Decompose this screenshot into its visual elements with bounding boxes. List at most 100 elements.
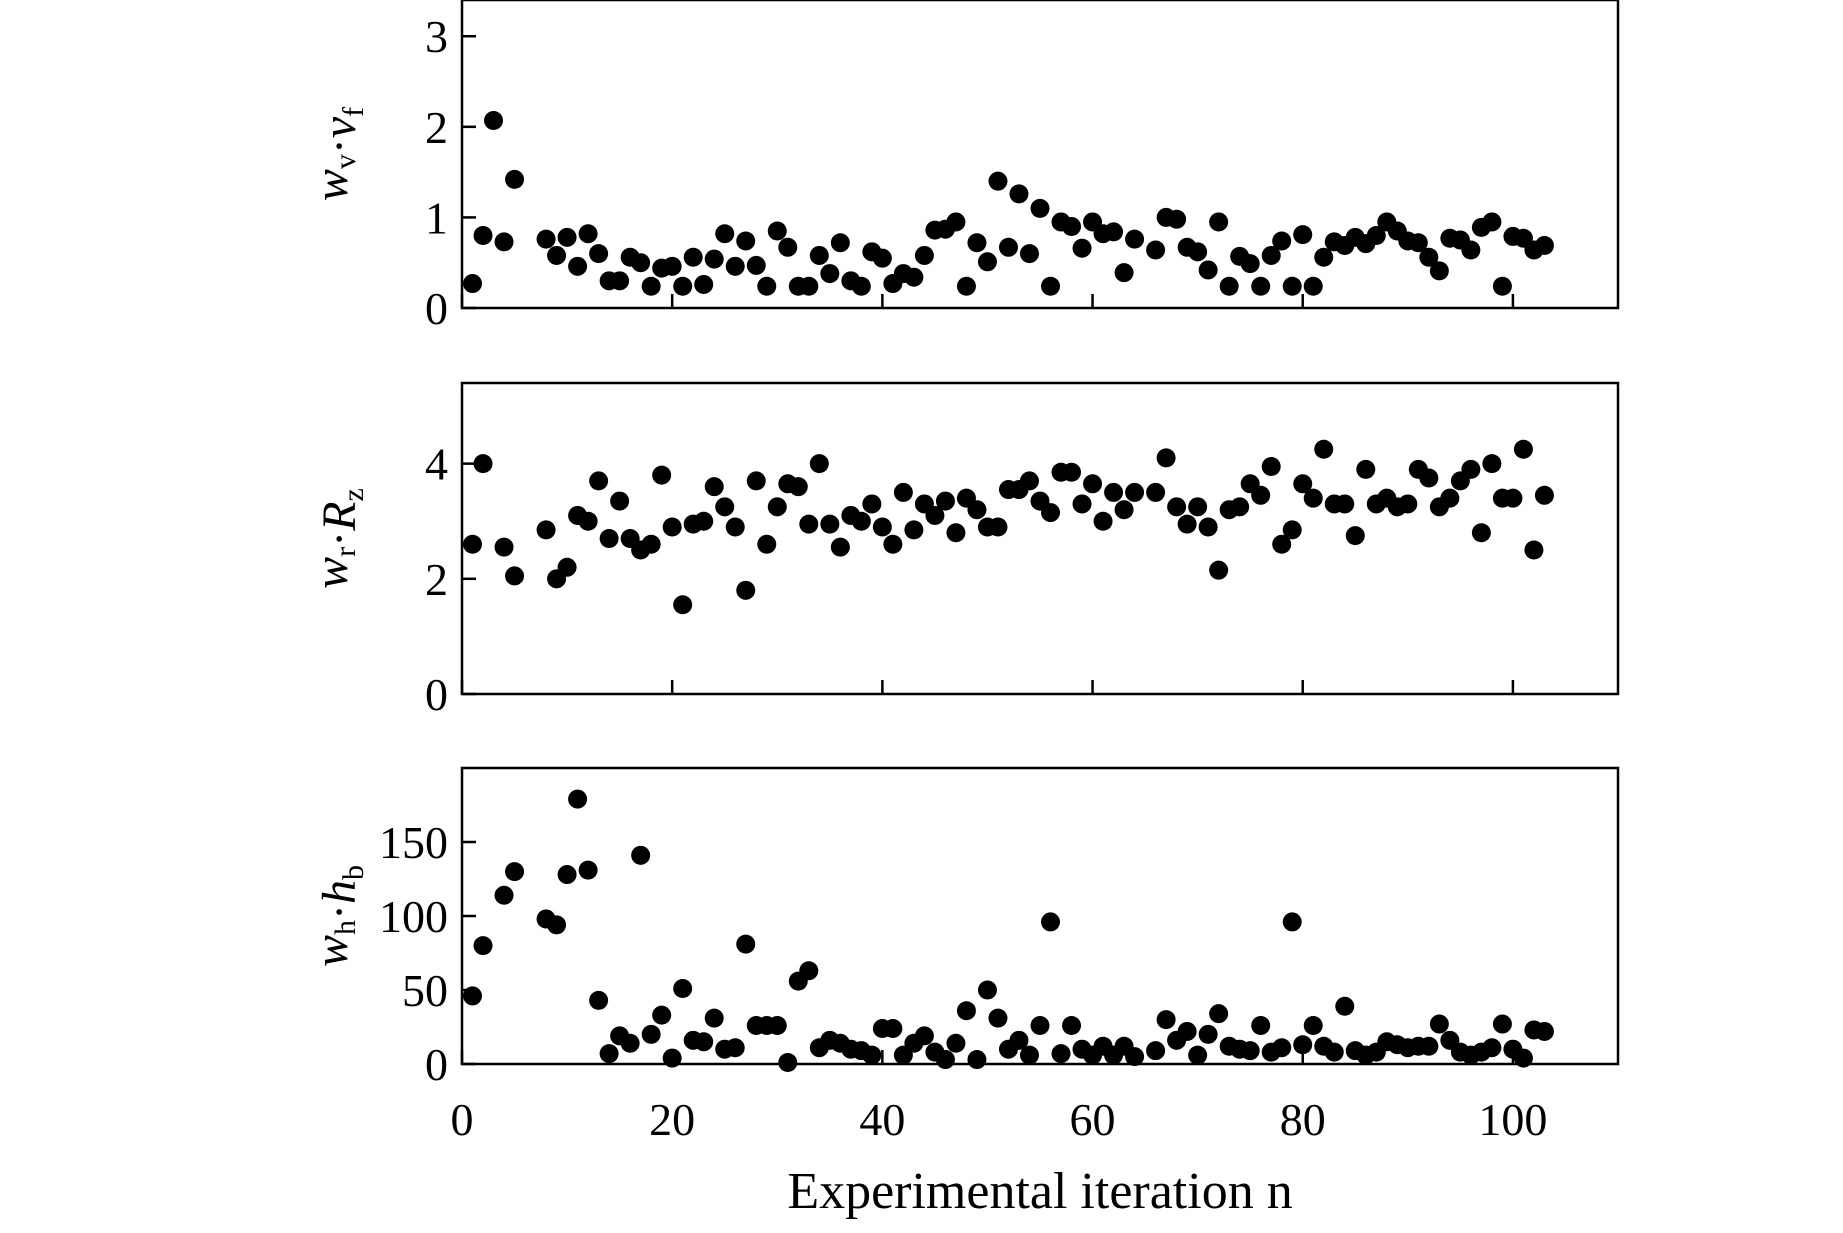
data-point <box>1009 1030 1029 1050</box>
data-point <box>799 276 819 296</box>
data-point <box>662 256 682 276</box>
data-point <box>967 233 987 253</box>
data-point <box>767 221 787 241</box>
y-tick-label: 0 <box>425 1039 448 1090</box>
data-point <box>967 1050 987 1070</box>
data-point <box>1062 1016 1082 1036</box>
data-point <box>1188 242 1208 262</box>
y-axis-label-part: w <box>305 169 358 201</box>
y-tick-label: 4 <box>425 439 448 490</box>
data-point <box>956 1001 976 1021</box>
y-axis-label: wv·vf <box>305 107 370 201</box>
data-point <box>1314 247 1334 267</box>
data-point <box>1104 222 1124 242</box>
data-point <box>1303 488 1323 508</box>
data-point <box>904 267 924 287</box>
data-point <box>673 979 693 999</box>
data-point <box>557 227 577 247</box>
data-point <box>505 862 525 882</box>
data-point <box>862 494 882 514</box>
data-point <box>1041 503 1061 523</box>
data-point <box>935 1050 955 1070</box>
y-axis-label-part: z <box>337 488 370 501</box>
data-point <box>578 224 598 244</box>
data-point <box>1335 996 1355 1016</box>
y-axis-label-part: f <box>337 107 370 117</box>
data-point <box>1324 1042 1344 1062</box>
y-tick-label: 50 <box>402 965 448 1016</box>
x-tick-label: 100 <box>1478 1094 1547 1145</box>
y-axis-label-part: w <box>305 557 358 589</box>
data-point <box>914 245 934 265</box>
data-point <box>1198 517 1218 537</box>
data-point <box>599 1044 619 1064</box>
data-point <box>1461 459 1481 479</box>
data-point <box>946 1033 966 1053</box>
data-point <box>872 248 892 268</box>
data-point <box>736 231 756 251</box>
data-point <box>830 537 850 557</box>
data-point <box>725 256 745 276</box>
data-point <box>1293 225 1313 245</box>
data-point <box>788 477 808 497</box>
data-point <box>547 245 567 265</box>
data-point <box>904 520 924 540</box>
data-point <box>610 271 630 291</box>
data-point <box>1282 520 1302 540</box>
data-point <box>578 511 598 531</box>
data-point <box>662 1048 682 1068</box>
panel-roughness: 0 2 4 wr·Rz <box>305 381 1620 720</box>
data-point <box>746 255 766 275</box>
data-point <box>1251 485 1271 505</box>
data-point <box>599 529 619 548</box>
data-point <box>736 580 756 600</box>
data-point <box>1030 198 1050 218</box>
data-point <box>1198 1024 1218 1044</box>
data-point <box>988 1008 1008 1028</box>
data-point <box>494 232 514 252</box>
data-point <box>1461 240 1481 260</box>
plot-frame <box>460 381 1620 696</box>
data-point <box>704 477 724 497</box>
data-point <box>851 276 871 296</box>
data-point <box>809 245 829 265</box>
data-point <box>1482 1038 1502 1058</box>
data-point <box>872 517 892 537</box>
data-point <box>820 264 840 284</box>
data-point <box>589 990 609 1010</box>
data-point <box>1041 912 1061 932</box>
data-point <box>1240 254 1260 274</box>
data-point <box>494 537 514 557</box>
data-point <box>977 252 997 272</box>
data-point <box>1282 276 1302 296</box>
data-point <box>641 534 661 554</box>
data-point <box>536 229 556 249</box>
data-point <box>1272 534 1292 554</box>
data-point <box>715 497 735 517</box>
data-point <box>1062 462 1082 482</box>
data-point <box>1051 1044 1071 1064</box>
x-axis-label: Experimental iteration n <box>787 1163 1292 1220</box>
y-axis-label-part: · <box>313 138 366 154</box>
data-point <box>473 226 493 246</box>
data-point <box>1429 261 1449 281</box>
data-point <box>1230 497 1250 517</box>
data-point <box>967 500 987 520</box>
data-point <box>1251 276 1271 296</box>
y-tick-label: 100 <box>379 891 448 942</box>
y-axis-label: wr·Rz <box>305 488 370 589</box>
data-point <box>620 1033 640 1053</box>
data-point <box>589 244 609 264</box>
data-point <box>1482 212 1502 232</box>
data-point <box>778 1053 798 1073</box>
y-axis-label-part: v <box>329 154 362 169</box>
data-point <box>1513 439 1533 459</box>
data-point <box>473 454 493 474</box>
data-point <box>673 276 693 296</box>
data-point <box>1482 454 1502 474</box>
y-axis-label-part: v <box>313 116 366 138</box>
data-point <box>1534 235 1554 255</box>
y-axis-label-part: r <box>329 547 362 557</box>
data-point <box>925 505 945 525</box>
